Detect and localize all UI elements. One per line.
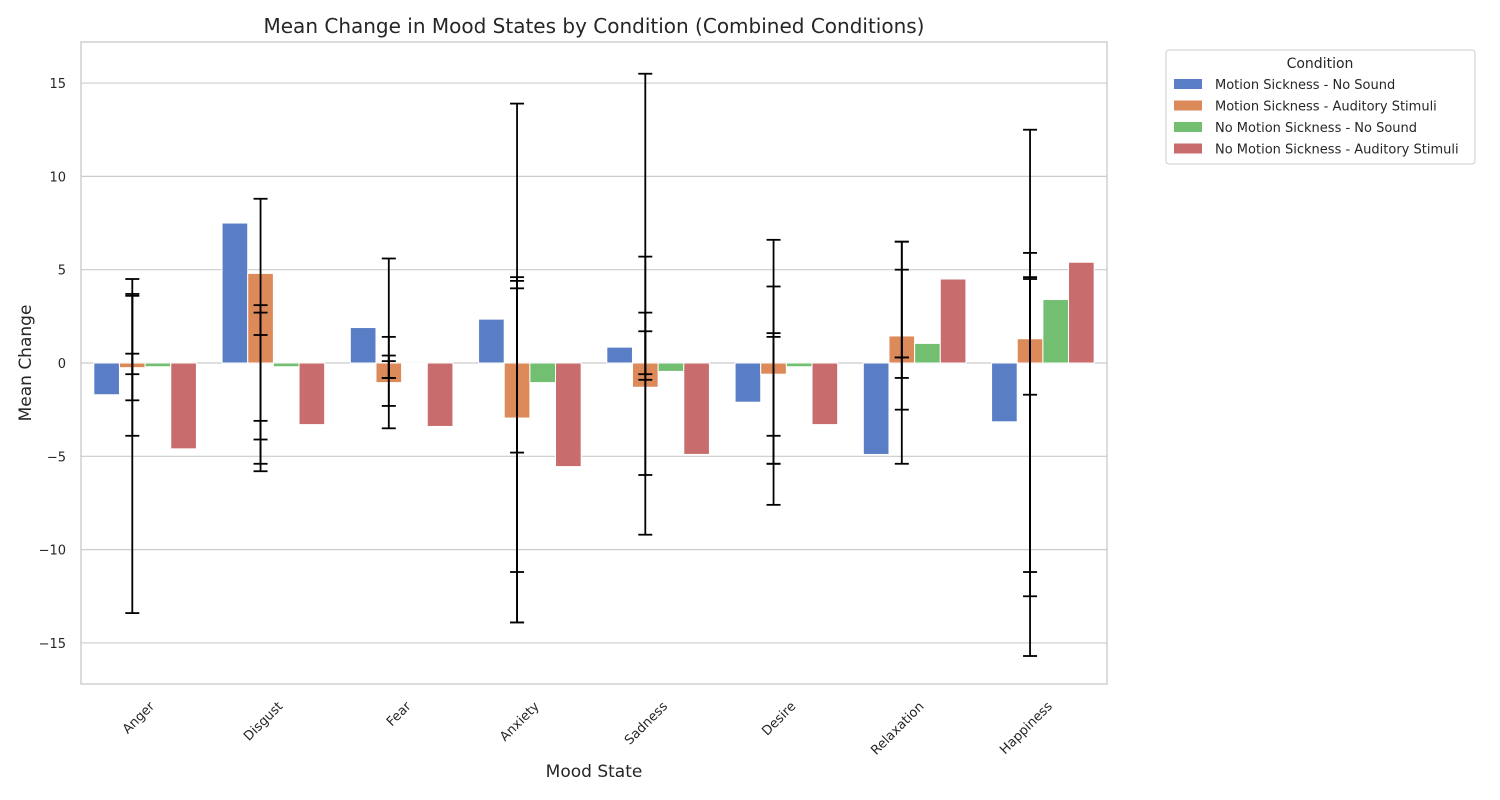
bar-sadness-series-3: [657, 362, 685, 372]
bar-desire-series-3: [785, 362, 813, 368]
bar-disgust-series-3: [272, 362, 300, 368]
error-bar-anger-4: [125, 278, 140, 402]
x-tick-label-happiness: Happiness: [997, 699, 1056, 758]
legend-title: Condition: [1287, 56, 1354, 72]
bar-anger-series-1: [93, 362, 120, 396]
y-tick-label: 0: [58, 357, 66, 372]
bar-fear-series-3: [401, 362, 428, 365]
error-bar-happiness-4: [1023, 276, 1038, 396]
legend-label-2: Motion Sickness - Auditory Stimuli: [1215, 100, 1437, 115]
legend-swatch-3: [1174, 122, 1202, 132]
bars: [93, 222, 1095, 468]
error-bar-anxiety-4: [510, 102, 525, 454]
legend-items: Motion Sickness - No Sound Motion Sicknes…: [1174, 78, 1459, 158]
legend-swatch-4: [1174, 143, 1202, 154]
bar-anxiety-series-3: [529, 362, 557, 384]
bar-fear-series-4: [426, 362, 454, 427]
bar-happiness-series-4: [1068, 261, 1095, 364]
chart-title: Mean Change in Mood States by Condition …: [264, 14, 925, 38]
y-tick-label: −10: [39, 544, 66, 559]
bar-disgust-series-4: [298, 362, 326, 426]
y-tick-label: 15: [49, 77, 66, 92]
error-bar-disgust-4: [253, 419, 268, 473]
legend-frame: [1165, 49, 1476, 165]
y-tick-label: −5: [47, 450, 66, 465]
legend-label-4: No Motion Sickness - Auditory Stimuli: [1215, 143, 1459, 158]
bar-desire-series-1: [734, 362, 762, 403]
error-bar-fear-4: [381, 360, 396, 379]
x-tick-label-anger: Anger: [120, 699, 158, 737]
y-tick-label: 10: [49, 170, 66, 185]
legend-label-3: No Motion Sickness - No Sound: [1215, 121, 1417, 136]
plot-frame: [80, 41, 1108, 685]
x-tick-label-sadness: Sadness: [622, 699, 671, 748]
bar-sadness-series-4: [683, 362, 710, 455]
y-tick-label: 5: [58, 264, 66, 279]
x-tick-label-disgust: Disgust: [241, 699, 286, 744]
bar-desire-series-4: [811, 362, 839, 426]
x-tick-label-desire: Desire: [759, 699, 799, 739]
bar-sadness-series-1: [606, 346, 633, 364]
error-bar-sadness-4: [638, 255, 653, 381]
error-bar-relaxation-4: [894, 240, 909, 359]
y-axis-label: Mean Change: [16, 305, 36, 422]
x-tick-label-fear: Fear: [384, 699, 415, 730]
bar-anger-series-4: [170, 362, 197, 450]
legend: Condition Motion Sickness - No SoundMoti…: [1165, 49, 1476, 165]
legend-swatch-1: [1174, 79, 1202, 89]
error-bar-fear-3: [381, 257, 396, 407]
x-axis-label: Mood State: [546, 762, 643, 782]
y-tick-label: −15: [39, 637, 66, 652]
x-tick-label-anxiety: Anxiety: [497, 699, 543, 745]
bar-relaxation-series-1: [862, 362, 890, 455]
bar-relaxation-series-3: [914, 342, 941, 364]
bar-anxiety-series-1: [478, 318, 505, 364]
bar-disgust-series-1: [221, 222, 249, 364]
bar-anger-series-3: [144, 362, 172, 368]
bar-happiness-series-3: [1042, 299, 1070, 364]
x-tick-labels: Anger Disgust Fear Anxiety Sadness Desire Rela…: [120, 699, 1056, 759]
legend-label-1: Motion Sickness - No Sound: [1215, 78, 1395, 93]
bar-happiness-series-1: [991, 362, 1018, 423]
bar-fear-series-1: [349, 327, 377, 364]
x-tick-label-relaxation: Relaxation: [868, 699, 927, 758]
bar-anxiety-series-4: [555, 362, 582, 468]
error-bar-desire-4: [766, 238, 781, 465]
bar-relaxation-series-4: [939, 278, 967, 364]
legend-swatch-2: [1174, 100, 1202, 111]
error-bars: [125, 72, 1038, 657]
y-tick-labels: −15 −10 −5 0 5 10 15: [39, 77, 66, 652]
